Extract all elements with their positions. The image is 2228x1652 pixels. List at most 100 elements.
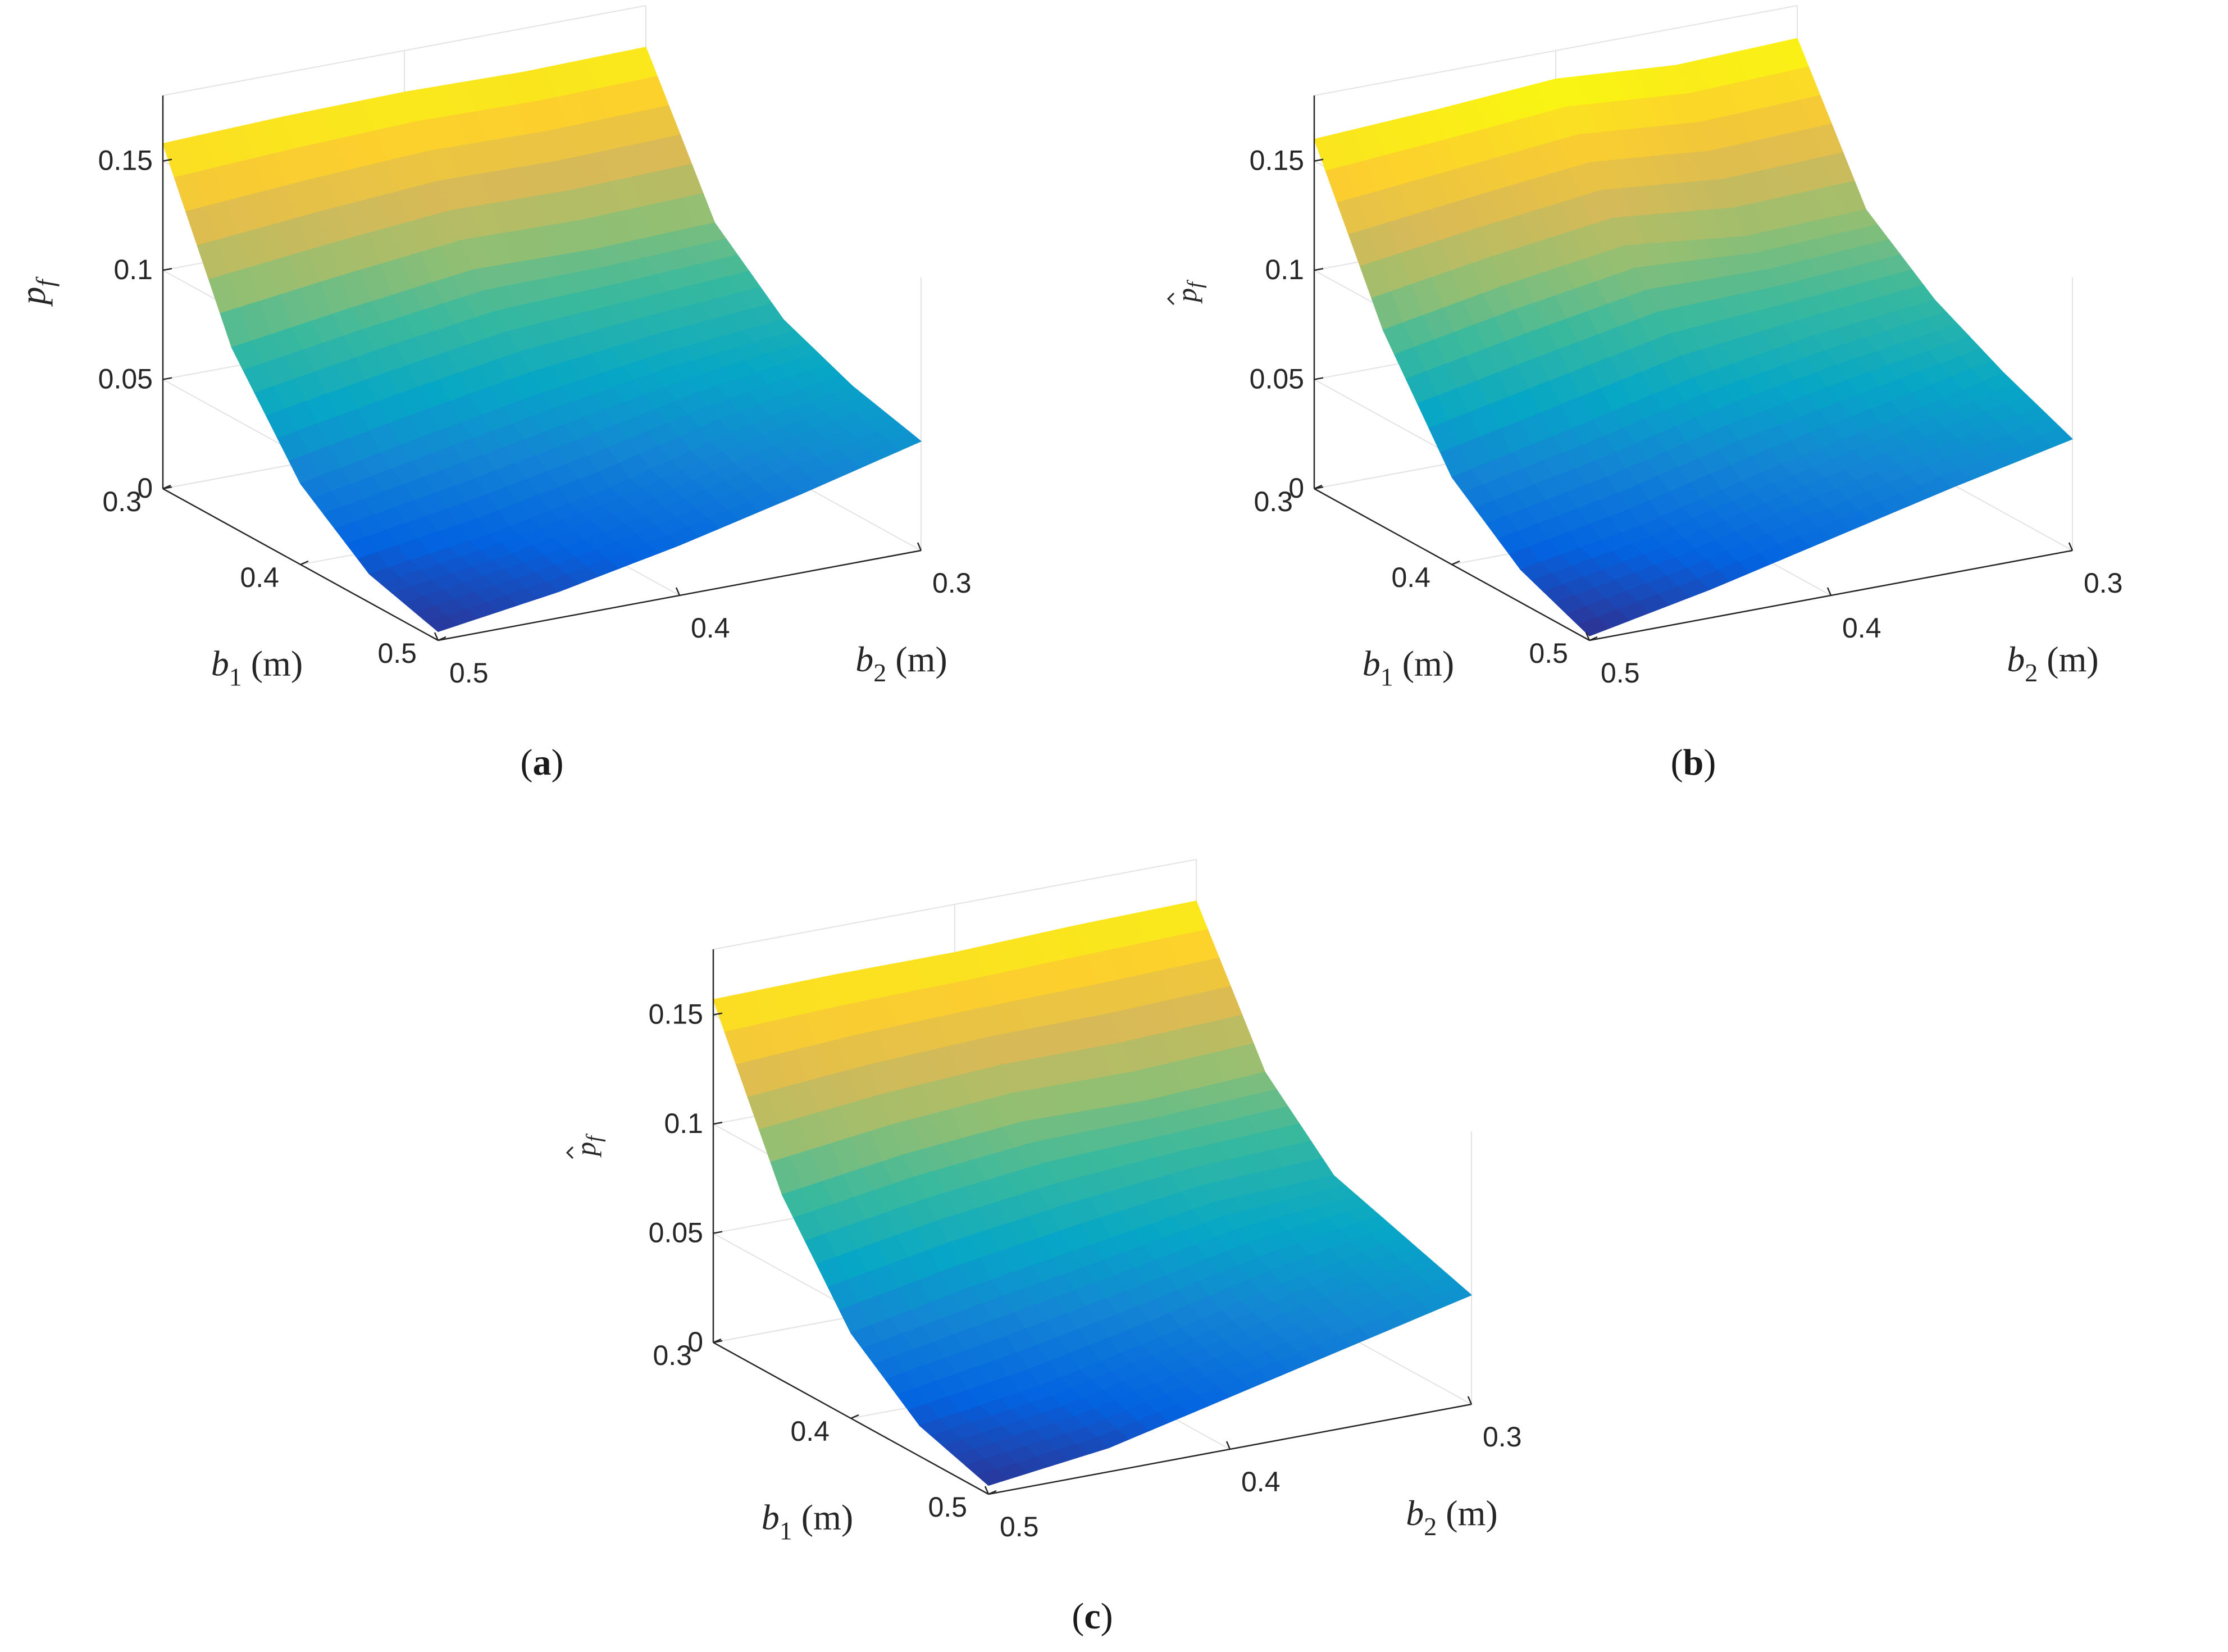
b2-axis-label: b2 (m): [855, 639, 947, 687]
b2-axis-label: b2 (m): [2007, 639, 2098, 687]
z-tick-mark: [162, 158, 172, 162]
b1-tick-mark: [438, 636, 446, 641]
z-tick-mark: [713, 1012, 723, 1016]
b1-tick-label: 0.4: [240, 562, 279, 593]
b1-tick-mark: [162, 484, 171, 490]
z-tick-label: 0.1: [1265, 254, 1304, 285]
b2-axis-label-main: b: [855, 639, 873, 679]
b2-tick-label: 0.3: [932, 567, 972, 599]
z-tick-label: 0.05: [1250, 363, 1304, 395]
b2-tick-mark: [675, 587, 681, 596]
z-axis-label-text: pf: [570, 1134, 606, 1158]
z-tick-label: 0: [687, 1326, 703, 1358]
b1-axis-label-main: b: [762, 1498, 780, 1537]
surface-patch: [1439, 1285, 1473, 1304]
b2-axis-label-main: b: [2007, 639, 2025, 679]
b1-tick-mark: [1589, 636, 1598, 641]
z-tick-mark: [162, 267, 172, 271]
z-tick-label: 0.05: [98, 363, 153, 395]
z-tick-mark: [1314, 158, 1324, 162]
surface-patch: [2040, 427, 2074, 448]
z-axis-label-text: pf: [1171, 280, 1207, 304]
panel-label-b: (b): [1670, 742, 1716, 783]
hat-accent: [566, 1146, 574, 1159]
z-tick-mark: [1314, 377, 1324, 380]
z-axis-label: pf: [566, 1134, 606, 1159]
b1-tick-mark: [300, 560, 309, 566]
b2-tick-label: 0.3: [1483, 1421, 1522, 1453]
b1-tick-label: 0.5: [377, 638, 417, 669]
b2-tick-label: 0.5: [1000, 1511, 1039, 1542]
b2-axis-label-unit: (m): [2038, 639, 2098, 679]
b1-axis-label-sub: 1: [780, 1517, 792, 1545]
z-axis-label: pf: [13, 276, 60, 307]
b2-tick-mark: [1225, 1441, 1231, 1450]
surface-mesh: [1314, 38, 2074, 636]
z-tick-label: 0.05: [649, 1217, 703, 1249]
b2-tick-label: 0.4: [691, 612, 730, 644]
z-tick-label: 0: [1288, 472, 1304, 504]
b1-axis-label-sub: 1: [229, 663, 242, 691]
b2-axis-label-sub: 2: [1424, 1512, 1437, 1541]
z-axis-label-sub: f: [582, 1134, 606, 1142]
chart-panel-a: 0 0.05 0.1 0.15 0.3 0.4 0.5 0.5 0.4 0.3 pf b1 (m) b2…: [13, 5, 1067, 783]
b1-axis-label-unit: (m): [1393, 644, 1454, 684]
b1-tick-label: 0.3: [102, 486, 142, 517]
b2-axis-label-sub: 2: [2025, 658, 2038, 687]
z-axis-label-sub: f: [31, 276, 60, 286]
z-tick-label: 0.1: [664, 1108, 703, 1139]
z-tick-label: 0.15: [1250, 145, 1304, 176]
b2-tick-mark: [1585, 632, 1591, 641]
z-tick-mark: [162, 377, 172, 380]
z-tick-mark: [713, 1121, 723, 1125]
b2-axis-label-main: b: [1406, 1493, 1424, 1533]
b2-tick-label: 0.4: [1241, 1466, 1281, 1498]
b1-tick-label: 0.3: [1254, 486, 1293, 517]
b1-axis-label-unit: (m): [792, 1498, 853, 1537]
b2-tick-mark: [1826, 587, 1832, 596]
b1-axis-label: b1 (m): [762, 1498, 853, 1545]
z-axis-label: pf: [1167, 280, 1207, 306]
b2-axis-label-unit: (m): [1437, 1493, 1497, 1533]
b1-tick-mark: [713, 1338, 722, 1344]
b1-axis-label-unit: (m): [242, 644, 303, 684]
b1-axis-label-main: b: [1363, 644, 1380, 684]
b2-axis-label: b2 (m): [1406, 1493, 1497, 1541]
b1-axis-label-main: b: [211, 644, 229, 684]
b1-tick-mark: [850, 1414, 859, 1419]
z-axis-label-main: p: [570, 1142, 602, 1158]
b1-tick-label: 0.4: [790, 1416, 830, 1447]
b2-axis-label-unit: (m): [886, 639, 947, 679]
surface-patch: [889, 431, 922, 450]
surface-mesh: [162, 47, 922, 632]
b1-tick-label: 0.5: [1529, 638, 1568, 669]
z-axis-label-main: p: [13, 286, 53, 307]
panel-label-c: (c): [1072, 1596, 1113, 1637]
b1-tick-mark: [988, 1490, 997, 1495]
b1-tick-label: 0.5: [928, 1491, 967, 1523]
z-axis-label-main: p: [1171, 288, 1202, 304]
z-tick-label: 0.15: [98, 145, 153, 176]
hat-accent: [1167, 292, 1175, 306]
b1-axis-label-sub: 1: [1380, 663, 1393, 691]
b2-tick-label: 0.5: [1601, 657, 1640, 689]
b2-tick-mark: [917, 542, 922, 551]
b2-tick-label: 0.5: [449, 657, 489, 689]
z-tick-label: 0.1: [113, 254, 153, 285]
z-axis-label-sub: f: [1183, 280, 1207, 288]
b2-tick-mark: [1467, 1396, 1473, 1405]
chart-panel-b: 0 0.05 0.1 0.15 0.3 0.4 0.5 0.5 0.4 0.3 pf b1 (m) b2…: [1167, 5, 2218, 783]
surface-mesh: [713, 900, 1473, 1486]
z-axis-label-text: pf: [13, 276, 60, 307]
b1-tick-label: 0.4: [1391, 562, 1430, 593]
b1-axis-label: b1 (m): [1363, 644, 1454, 691]
panel-label-a: (a): [520, 742, 564, 783]
b2-axis-label-sub: 2: [873, 658, 886, 687]
b2-tick-label: 0.3: [2084, 567, 2123, 599]
z-tick-mark: [713, 1231, 723, 1234]
b2-tick-mark: [2068, 542, 2074, 551]
b1-tick-mark: [1314, 484, 1323, 490]
